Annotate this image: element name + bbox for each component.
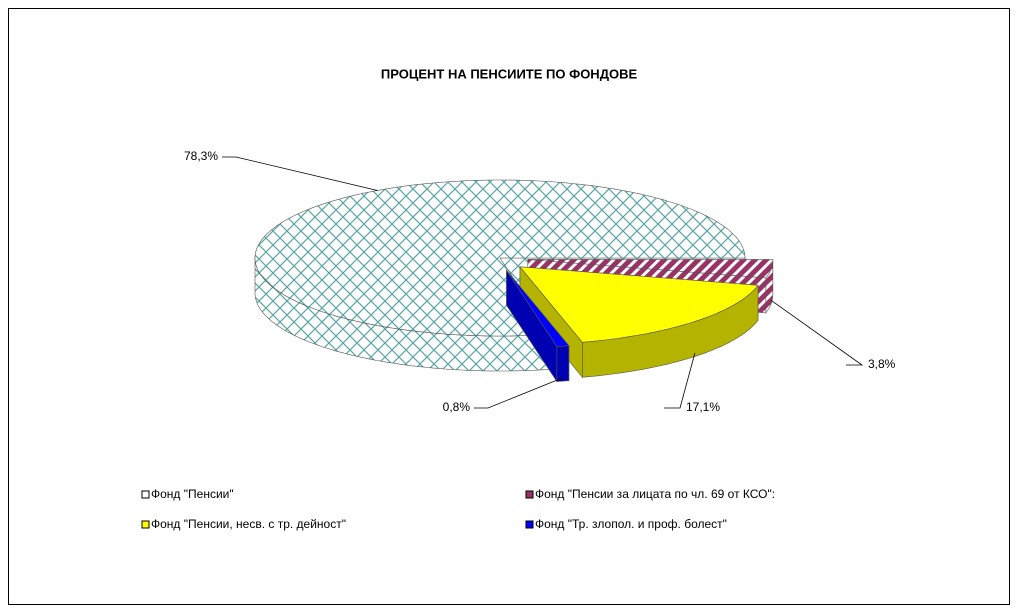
leader-line [474,377,564,409]
pie-slice [254,179,746,337]
legend-label: Фонд "Тр. злопол. и проф. болест" [535,517,727,531]
legend-swatch [525,490,534,499]
data-label: 17,1% [686,400,720,414]
data-label: 3,8% [868,357,896,371]
pie-slice [506,270,570,347]
legend-swatch [141,520,150,529]
leader-line [222,156,378,191]
chart-title: ПРОЦЕНТ НА ПЕНСИИТЕ ПО ФОНДОВЕ [381,66,638,81]
leader-line [664,352,696,409]
data-label: 0,8% [443,400,471,414]
legend-label: Фонд "Пенсии за лицата по чл. 69 от КСО"… [535,487,775,501]
legend-label: Фонд "Пенсии" [151,487,234,501]
legend-swatch [141,490,150,499]
data-label: 78,3% [184,149,218,163]
slice-side [556,345,570,382]
pie-slice [519,266,759,343]
pie-slice [527,259,774,279]
legend-swatch [525,520,534,529]
legend-label: Фонд "Пенсии, несв. с тр. дейност" [151,517,346,531]
leader-line [770,299,864,366]
